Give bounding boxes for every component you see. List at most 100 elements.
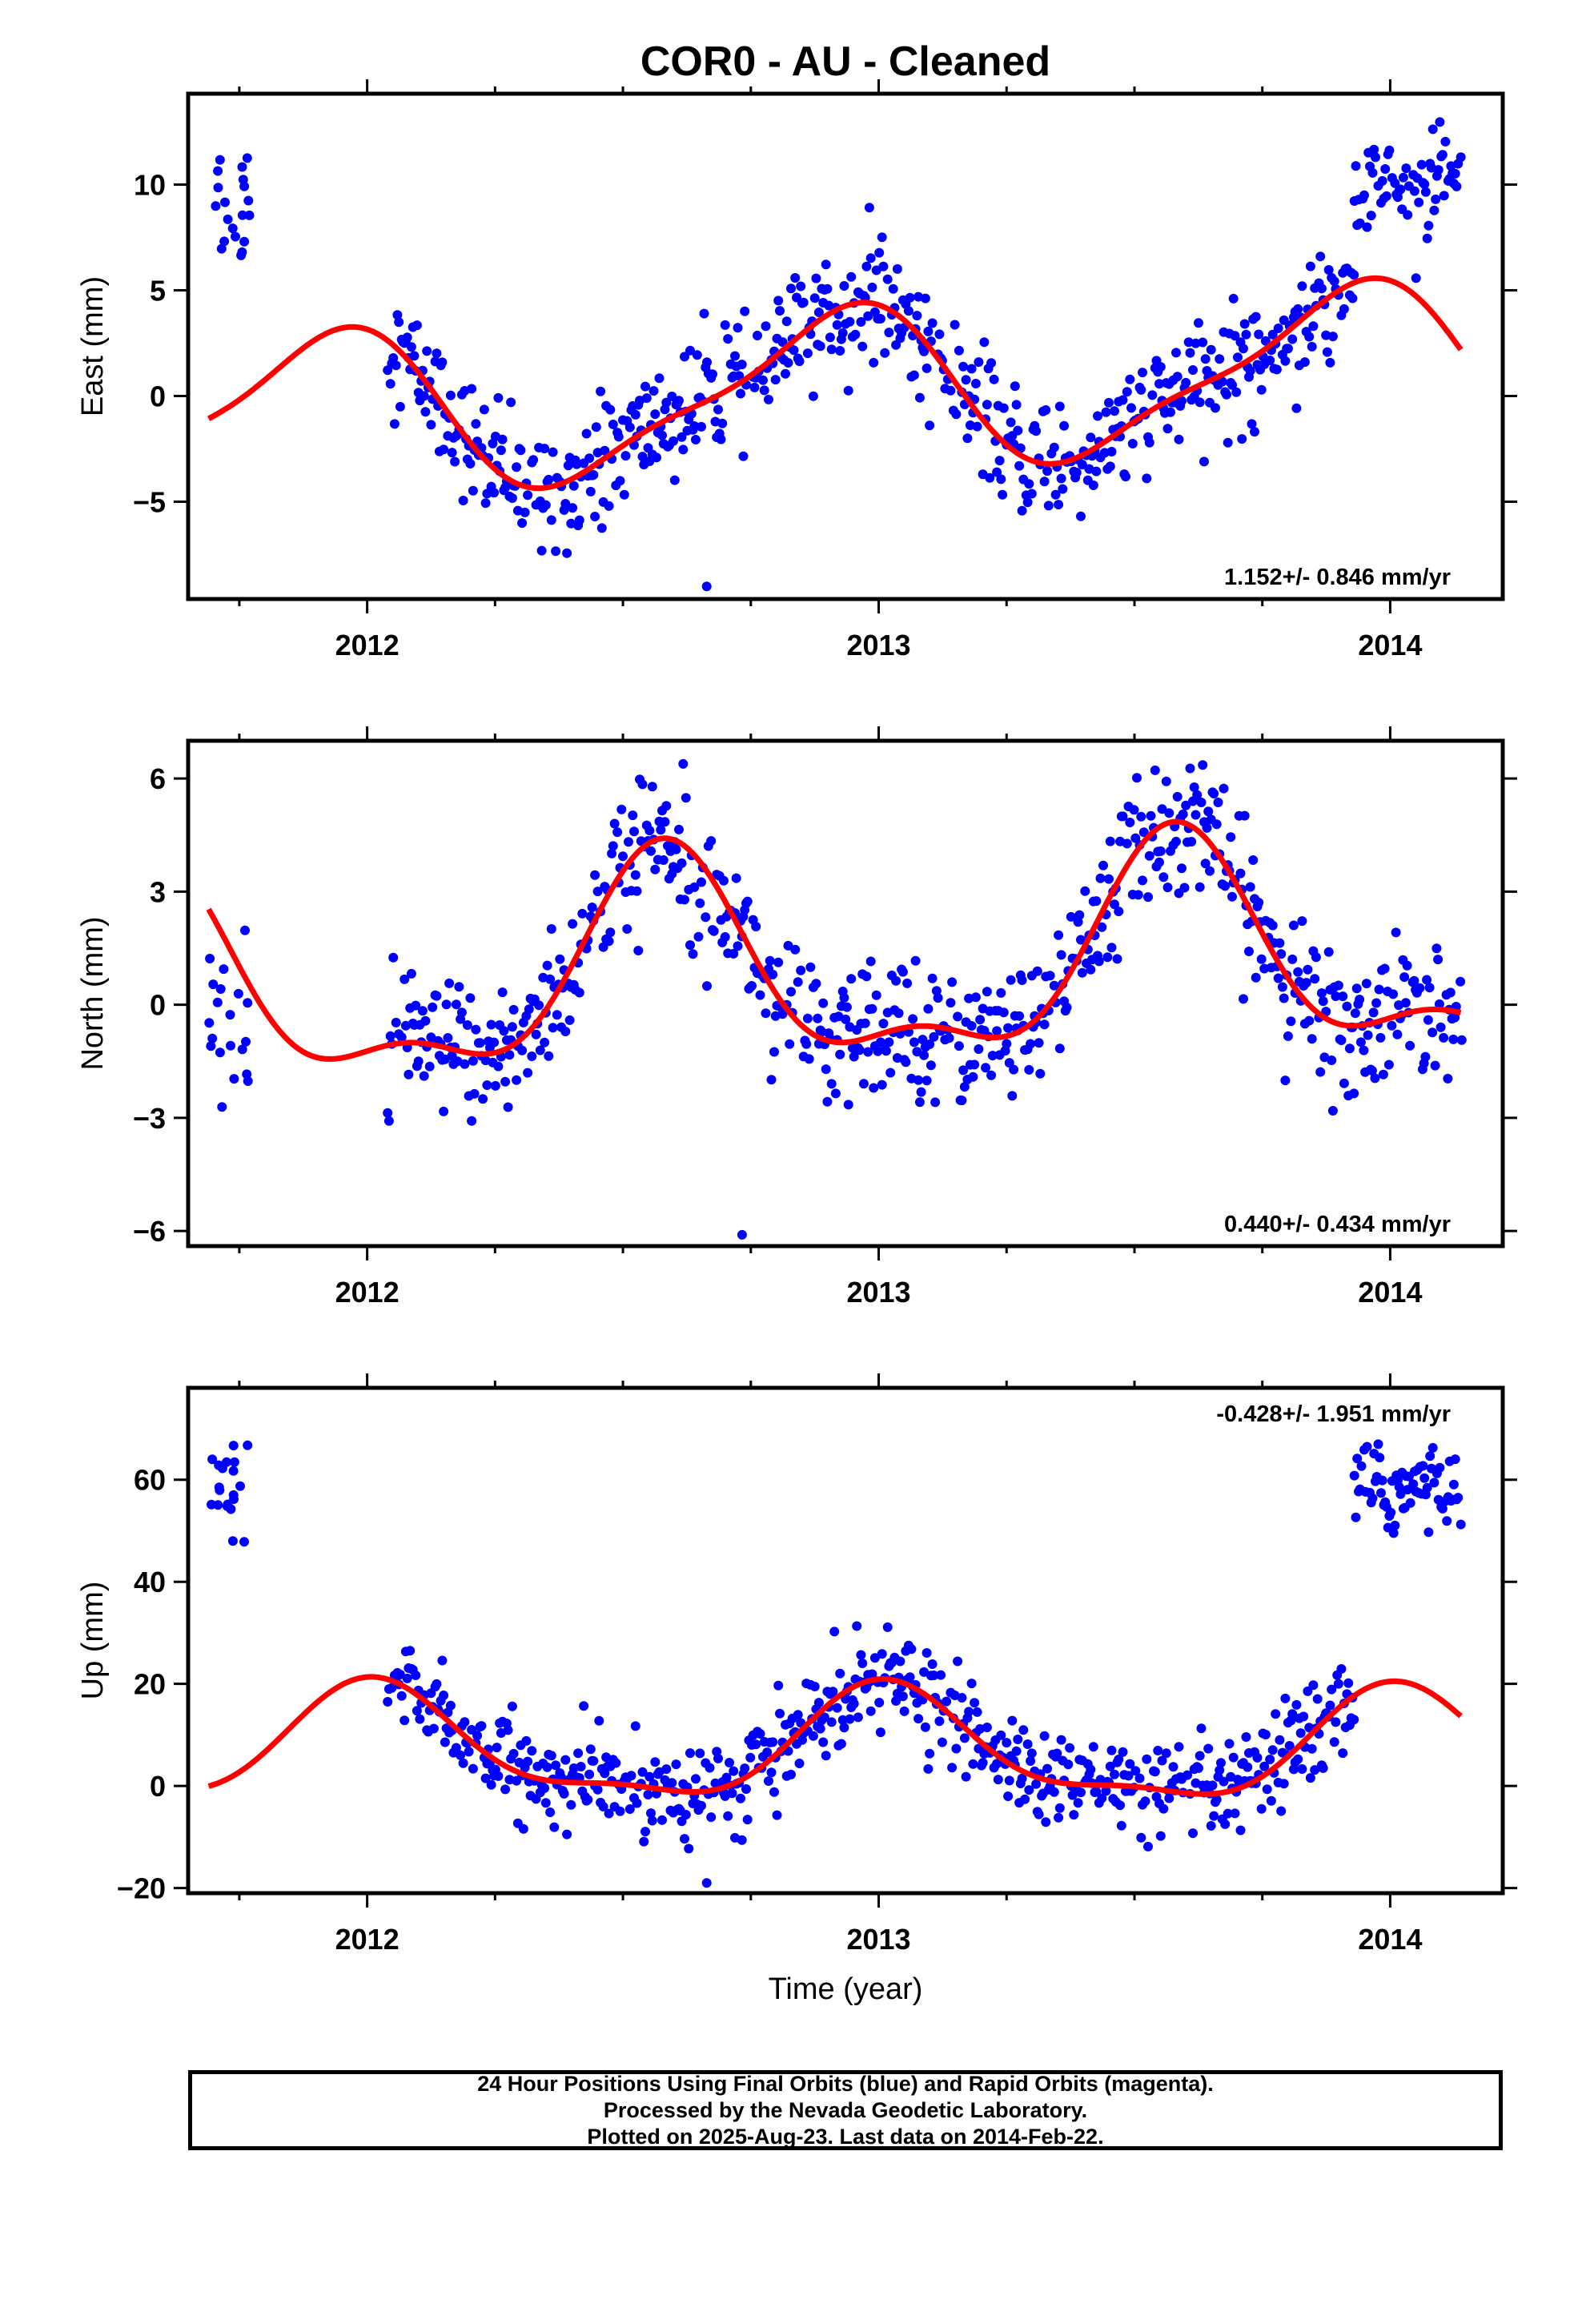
data-point <box>1199 456 1209 467</box>
data-point <box>1074 910 1085 920</box>
data-point <box>493 1061 504 1072</box>
data-point <box>215 155 225 165</box>
data-point <box>1010 381 1020 392</box>
data-point <box>559 1788 569 1799</box>
data-point <box>830 1088 841 1099</box>
data-point <box>1336 1664 1347 1674</box>
data-point <box>497 987 508 998</box>
data-point <box>667 392 677 401</box>
data-point <box>996 1730 1006 1740</box>
data-point <box>1129 805 1139 815</box>
data-point <box>409 351 420 361</box>
data-point <box>1039 476 1050 487</box>
data-point <box>839 281 849 291</box>
data-point <box>499 1026 509 1036</box>
data-point <box>697 877 706 887</box>
data-point <box>920 1722 930 1732</box>
data-point <box>737 1229 747 1240</box>
data-point <box>1366 211 1376 221</box>
data-point <box>527 1051 537 1061</box>
data-point <box>942 1696 952 1707</box>
data-point <box>605 927 616 938</box>
data-point <box>540 1798 551 1808</box>
data-point <box>909 370 919 380</box>
data-point <box>738 451 749 461</box>
data-point <box>1042 466 1053 476</box>
data-point <box>1333 980 1343 991</box>
data-point <box>1136 384 1146 395</box>
data-point <box>1174 1742 1184 1752</box>
data-point <box>1196 798 1207 807</box>
data-point <box>1130 1766 1141 1776</box>
data-point <box>822 283 833 294</box>
data-point <box>512 462 522 472</box>
data-point <box>877 1080 887 1090</box>
data-point <box>1427 1442 1438 1453</box>
data-point <box>921 1076 932 1086</box>
data-point <box>1287 954 1298 964</box>
data-point <box>411 1000 421 1011</box>
data-point <box>604 501 614 511</box>
data-point <box>852 1621 862 1631</box>
data-point <box>1162 883 1173 893</box>
data-point <box>520 507 530 517</box>
data-point <box>1034 1038 1044 1048</box>
data-point <box>412 320 422 331</box>
data-point <box>493 1771 504 1781</box>
data-point <box>695 898 705 908</box>
data-point <box>674 396 684 406</box>
data-point <box>237 210 247 220</box>
data-point <box>1088 480 1098 490</box>
data-point <box>809 293 820 304</box>
data-point <box>1171 836 1181 846</box>
data-point <box>1026 1756 1036 1766</box>
data-point <box>440 1737 450 1747</box>
data-point <box>832 1703 842 1713</box>
data-point <box>420 407 431 417</box>
data-point <box>781 368 790 379</box>
data-point <box>451 999 461 1010</box>
data-point <box>1344 1043 1355 1054</box>
data-point <box>1429 1478 1439 1488</box>
data-point <box>1363 1030 1373 1040</box>
data-point <box>1086 432 1096 443</box>
data-point <box>388 952 399 963</box>
data-point <box>1433 955 1443 965</box>
data-point <box>753 331 762 340</box>
data-point <box>725 1758 734 1767</box>
data-point <box>629 826 639 837</box>
data-point <box>1136 1832 1146 1843</box>
data-point <box>552 1010 562 1020</box>
data-point <box>974 357 984 368</box>
data-point <box>476 1721 487 1731</box>
data-point <box>460 1717 470 1727</box>
data-point <box>1260 336 1271 346</box>
data-point <box>1215 354 1225 364</box>
data-point <box>1443 1073 1453 1084</box>
data-point <box>821 259 831 270</box>
data-point <box>1387 1020 1397 1031</box>
data-point <box>1227 380 1237 390</box>
data-point <box>869 1653 880 1663</box>
data-point <box>885 1068 896 1078</box>
data-point <box>471 419 481 429</box>
data-point <box>1211 819 1222 830</box>
data-point <box>391 1017 401 1027</box>
data-point <box>878 261 889 271</box>
data-point <box>819 1712 829 1723</box>
data-point <box>968 1759 978 1769</box>
data-point <box>1080 886 1090 896</box>
data-point <box>568 919 578 929</box>
data-point <box>769 1047 779 1057</box>
data-point <box>1367 1493 1378 1503</box>
y-tick-label: −3 <box>133 1102 166 1135</box>
data-point <box>1203 806 1214 817</box>
data-point <box>1256 1803 1267 1814</box>
data-point <box>1011 400 1022 410</box>
data-point <box>500 1784 511 1795</box>
data-point <box>1034 1809 1044 1819</box>
data-point <box>652 452 661 463</box>
data-point <box>765 955 775 966</box>
data-point <box>1101 407 1111 417</box>
data-point <box>1367 1066 1377 1076</box>
